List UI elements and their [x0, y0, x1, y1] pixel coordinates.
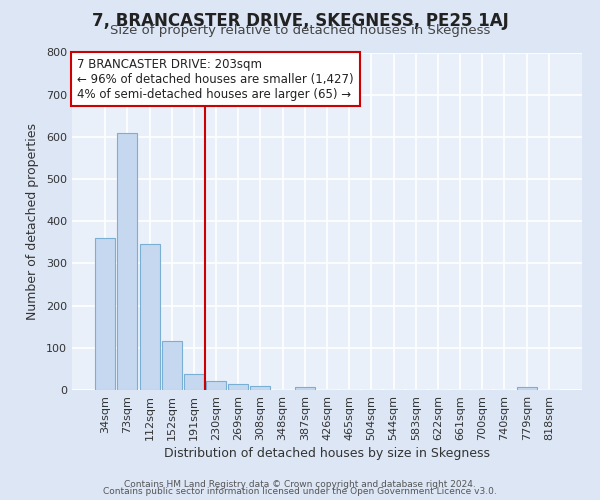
Bar: [118, 132, 137, 390]
Text: Size of property relative to detached houses in Skegness: Size of property relative to detached ho…: [110, 24, 490, 37]
Text: Contains HM Land Registry data © Crown copyright and database right 2024.: Contains HM Land Registry data © Crown c…: [124, 480, 476, 489]
Bar: [95, 238, 115, 390]
Y-axis label: Number of detached properties: Number of detached properties: [26, 122, 39, 320]
Bar: [250, 386, 271, 390]
Bar: [295, 386, 315, 390]
Text: Contains public sector information licensed under the Open Government Licence v3: Contains public sector information licen…: [103, 488, 497, 496]
Bar: [184, 374, 204, 390]
Text: 7 BRANCASTER DRIVE: 203sqm
← 96% of detached houses are smaller (1,427)
4% of se: 7 BRANCASTER DRIVE: 203sqm ← 96% of deta…: [77, 58, 354, 100]
Bar: [228, 384, 248, 390]
Bar: [162, 342, 182, 390]
Bar: [206, 380, 226, 390]
Bar: [517, 386, 536, 390]
Text: 7, BRANCASTER DRIVE, SKEGNESS, PE25 1AJ: 7, BRANCASTER DRIVE, SKEGNESS, PE25 1AJ: [92, 12, 508, 30]
Bar: [140, 244, 160, 390]
X-axis label: Distribution of detached houses by size in Skegness: Distribution of detached houses by size …: [164, 447, 490, 460]
